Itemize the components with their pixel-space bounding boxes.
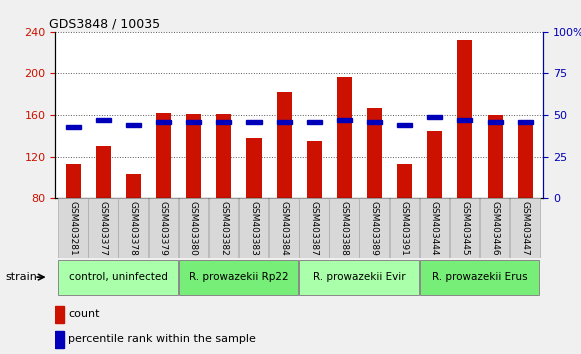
Bar	[179, 198, 208, 258]
Text: GSM403384: GSM403384	[279, 201, 288, 256]
Text: GSM403387: GSM403387	[310, 201, 318, 256]
Text: R. prowazekii Rp22: R. prowazekii Rp22	[189, 272, 289, 282]
Text: control, uninfected: control, uninfected	[69, 272, 168, 282]
Text: count: count	[69, 309, 100, 319]
Text: GSM403377: GSM403377	[99, 201, 107, 256]
Bar	[419, 261, 539, 295]
Bar	[66, 125, 81, 129]
Bar	[397, 164, 412, 198]
Text: GSM403382: GSM403382	[219, 201, 228, 256]
Text: GSM403445: GSM403445	[460, 201, 469, 256]
Bar	[427, 115, 442, 119]
Bar	[337, 76, 352, 198]
Bar	[55, 331, 64, 348]
Bar	[337, 118, 352, 122]
Text: GSM403391: GSM403391	[400, 201, 409, 256]
Bar	[299, 198, 329, 258]
Text: GSM403383: GSM403383	[249, 201, 258, 256]
Text: percentile rank within the sample: percentile rank within the sample	[69, 334, 256, 344]
Bar	[246, 120, 261, 124]
Bar	[239, 198, 268, 258]
Bar	[156, 113, 171, 198]
Text: R. prowazekii Evir: R. prowazekii Evir	[313, 272, 406, 282]
Bar	[269, 198, 299, 258]
Bar	[450, 198, 479, 258]
Bar	[58, 198, 88, 258]
Bar	[88, 198, 118, 258]
Bar	[419, 198, 449, 258]
Bar	[209, 198, 238, 258]
Bar	[96, 146, 111, 198]
Bar	[156, 120, 171, 124]
Text: GSM403444: GSM403444	[430, 201, 439, 256]
Text: GSM403281: GSM403281	[69, 201, 77, 256]
Text: R. prowazekii Erus: R. prowazekii Erus	[432, 272, 528, 282]
Bar	[246, 138, 261, 198]
Bar	[187, 114, 201, 198]
Text: GSM403389: GSM403389	[370, 201, 379, 256]
Bar	[510, 198, 540, 258]
Bar	[299, 261, 419, 295]
Text: GSM403447: GSM403447	[521, 201, 529, 256]
Text: GSM403379: GSM403379	[159, 201, 168, 256]
Bar	[427, 131, 442, 198]
Bar	[457, 118, 472, 122]
Bar	[216, 120, 231, 124]
Text: GSM403388: GSM403388	[340, 201, 349, 256]
Bar	[390, 198, 419, 258]
Bar	[277, 92, 292, 198]
Bar	[307, 120, 322, 124]
Bar	[277, 120, 292, 124]
Text: GSM403378: GSM403378	[129, 201, 138, 256]
Bar	[58, 261, 178, 295]
Bar	[518, 120, 533, 198]
Text: GSM403446: GSM403446	[490, 201, 499, 256]
Bar	[329, 198, 359, 258]
Bar	[119, 198, 148, 258]
Bar	[55, 306, 64, 323]
Text: GDS3848 / 10035: GDS3848 / 10035	[49, 17, 160, 30]
Bar	[487, 115, 503, 198]
Bar	[487, 120, 503, 124]
Bar	[307, 141, 322, 198]
Bar	[480, 198, 510, 258]
Bar	[187, 120, 201, 124]
Bar	[66, 164, 81, 198]
Bar	[96, 118, 111, 122]
Text: GSM403380: GSM403380	[189, 201, 198, 256]
Bar	[126, 123, 141, 127]
Bar	[367, 120, 382, 124]
Bar	[518, 120, 533, 124]
Bar	[179, 261, 298, 295]
Bar	[367, 108, 382, 198]
Bar	[457, 40, 472, 198]
Bar	[216, 114, 231, 198]
Bar	[397, 123, 412, 127]
Text: strain: strain	[6, 272, 37, 282]
Bar	[360, 198, 389, 258]
Bar	[149, 198, 178, 258]
Bar	[126, 174, 141, 198]
